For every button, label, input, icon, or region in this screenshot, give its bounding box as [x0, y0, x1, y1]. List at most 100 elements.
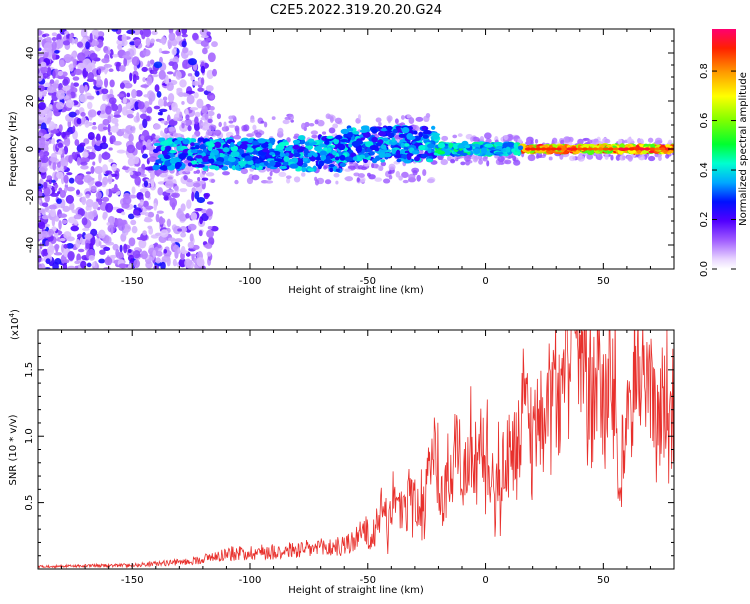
spectrogram-cell — [408, 117, 415, 125]
spectrogram-cell — [70, 82, 74, 92]
spectrogram-cell — [156, 169, 164, 174]
spectrogram-cell — [513, 151, 521, 156]
spectrogram-cell — [328, 163, 336, 168]
spectrogram-cell — [200, 65, 206, 74]
spectrogram-cell — [204, 113, 209, 120]
spectrogram-cell — [278, 141, 287, 147]
spectrogram-cell — [38, 36, 43, 41]
spectrogram-cell — [414, 156, 421, 162]
spectrogram-cell — [560, 139, 565, 146]
spectrogram-cell — [186, 94, 195, 105]
spectrogram-cell — [164, 127, 169, 134]
spectrogram-cell — [597, 147, 604, 151]
spectrogram-cell — [512, 155, 517, 162]
spectrogram-cell — [230, 150, 240, 157]
spectrogram-cell — [432, 133, 440, 140]
spectrogram-frame — [37, 28, 675, 270]
spectrogram-cell — [332, 123, 339, 129]
spectrogram-cell — [480, 147, 488, 154]
spectrogram-cell — [527, 154, 536, 162]
spectrogram-cell — [633, 147, 640, 151]
spectrogram-cell — [422, 169, 427, 176]
spectrogram-cell — [648, 155, 656, 162]
spectrogram-cell — [286, 177, 291, 184]
spectrogram-cell — [184, 118, 193, 126]
spectrogram-cell — [76, 117, 82, 125]
spectrogram-cell — [156, 91, 162, 98]
spectrogram-cell — [396, 149, 401, 156]
spectrogram-cell — [62, 40, 71, 46]
spectrogram-cell — [71, 151, 78, 160]
spectrogram-cell — [62, 262, 68, 269]
spectrogram-cell — [135, 90, 143, 97]
spectrogram-cell — [551, 137, 558, 144]
spectrogram-cell — [610, 154, 614, 161]
spectrogram-cell — [534, 139, 539, 144]
spectrogram-cell — [156, 210, 164, 214]
x-tick-label: -100 — [239, 276, 262, 287]
spectrogram-cell — [638, 154, 646, 161]
spectrogram-cell — [86, 95, 95, 100]
spectrogram-cell — [285, 152, 290, 157]
spectrogram-cell — [121, 34, 127, 42]
spectrogram-cell — [49, 79, 55, 84]
spectrogram-cell — [230, 161, 239, 166]
spectrogram-cell — [333, 173, 340, 178]
spectrogram-cell — [129, 194, 137, 199]
spectrogram-cell — [252, 124, 257, 131]
spectrogram-cell — [152, 74, 159, 78]
spectrogram-cell — [380, 161, 387, 167]
spectrogram-cell — [105, 202, 114, 213]
spectrogram-cell — [81, 196, 87, 206]
spectrogram-cell — [126, 29, 136, 35]
spectrogram-cell — [598, 153, 602, 161]
spectrogram-cell — [51, 32, 58, 37]
spectrogram-cell — [143, 94, 150, 98]
spectrogram-cell — [96, 90, 100, 96]
spectrogram-cell — [339, 154, 346, 161]
spectrogram-cell — [156, 173, 160, 177]
spectrogram-cell — [431, 125, 436, 130]
spectrogram-cell — [80, 164, 89, 170]
spectrogram-cell — [334, 135, 343, 140]
spectrogram-cell — [50, 129, 60, 134]
spectrogram-cell — [69, 202, 75, 211]
spectrogram-cell — [209, 95, 215, 100]
spectrogram-cell — [42, 151, 50, 157]
spectrogram-cell — [243, 124, 250, 132]
spectrogram-panel: -150 -100 -50 0 50 -40 -20 0 20 40 Height of stra… — [8, 28, 675, 296]
spectrogram-cell — [157, 98, 164, 107]
spectrogram-cell — [191, 80, 200, 86]
spectrogram-cell — [358, 154, 366, 159]
spectrogram-cell — [67, 250, 75, 261]
spectrogram-cell — [117, 103, 123, 113]
spectrogram-cell — [108, 68, 114, 73]
spectrogram-cell — [382, 137, 389, 142]
spectrogram-cell — [65, 194, 75, 204]
spectrogram-cell — [113, 140, 122, 146]
spectrogram-cell — [109, 48, 114, 59]
spectrogram-cell — [123, 82, 133, 89]
spectrogram-cell — [171, 192, 180, 199]
x-tick-label: -50 — [360, 575, 376, 586]
spectrogram-cell — [517, 145, 524, 151]
spectrogram-cell — [212, 68, 218, 77]
spectrogram-cell — [194, 190, 200, 200]
spectrogram-cell — [470, 136, 474, 142]
spectrogram-cell — [84, 119, 90, 128]
spectrogram-cell — [96, 74, 101, 82]
spectrogram-cell — [285, 175, 292, 179]
spectrogram-cell — [48, 204, 57, 210]
y-tick-label: 1.5 — [24, 362, 35, 378]
spectrogram-cell — [126, 113, 134, 119]
spectrogram-cell — [561, 147, 568, 151]
spectrogram-cell — [154, 84, 160, 93]
spectrogram-cell — [140, 135, 145, 141]
spectrogram-cell — [228, 115, 234, 120]
spectrogram-cell — [314, 145, 322, 152]
spectrogram-cell — [484, 143, 494, 148]
spectrogram-cell — [223, 161, 232, 166]
spectrogram-cell — [83, 174, 93, 183]
spectrogram-cell — [482, 156, 488, 162]
spectrogram-cell — [157, 187, 164, 196]
